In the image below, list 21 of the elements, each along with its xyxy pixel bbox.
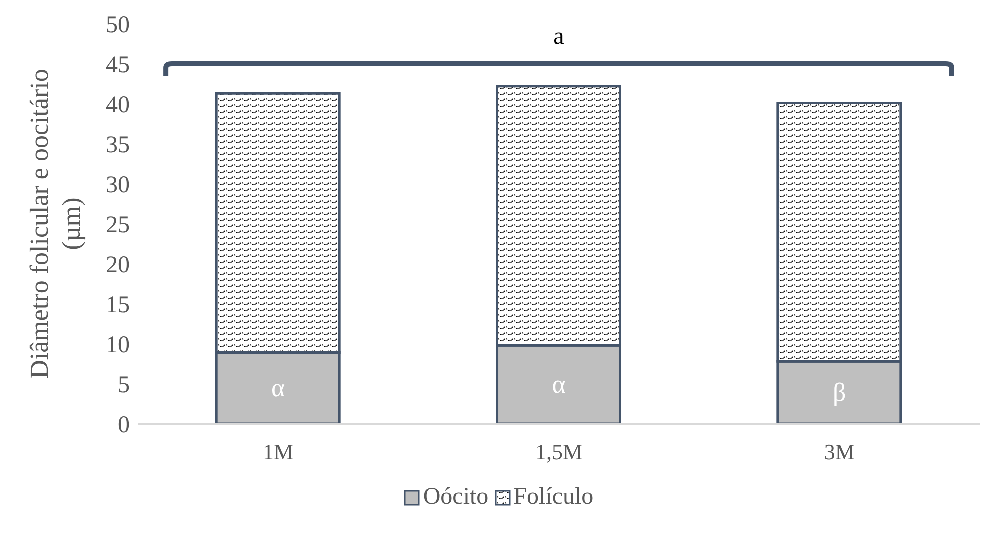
y-tick-label: 35: [106, 132, 130, 159]
y-tick-label: 50: [106, 12, 130, 39]
legend-label: Folículo: [512, 484, 594, 511]
y-tick-label: 20: [106, 252, 130, 279]
legend-label: Oócito: [422, 484, 489, 511]
y-tick-label: 30: [106, 172, 130, 199]
y-tick-label: 40: [106, 92, 130, 119]
y-tick-label: 25: [106, 212, 130, 239]
y-tick-label: 5: [118, 372, 130, 399]
annotation: a: [554, 24, 565, 50]
annotation: β: [833, 378, 846, 407]
annotation: α: [552, 370, 566, 399]
annotation: α: [272, 373, 286, 402]
x-tick-label: 3M: [824, 440, 855, 465]
y-axis-title: Diâmetro folicular e oocitário (µm): [25, 69, 86, 379]
x-tick-label: 1,5M: [535, 440, 583, 465]
y-tick-label: 10: [106, 332, 130, 359]
y-tick-label: 0: [118, 412, 130, 439]
y-tick-label: 45: [106, 52, 130, 79]
y-tick-label: 15: [106, 292, 130, 319]
x-tick-label: 1M: [263, 440, 294, 465]
